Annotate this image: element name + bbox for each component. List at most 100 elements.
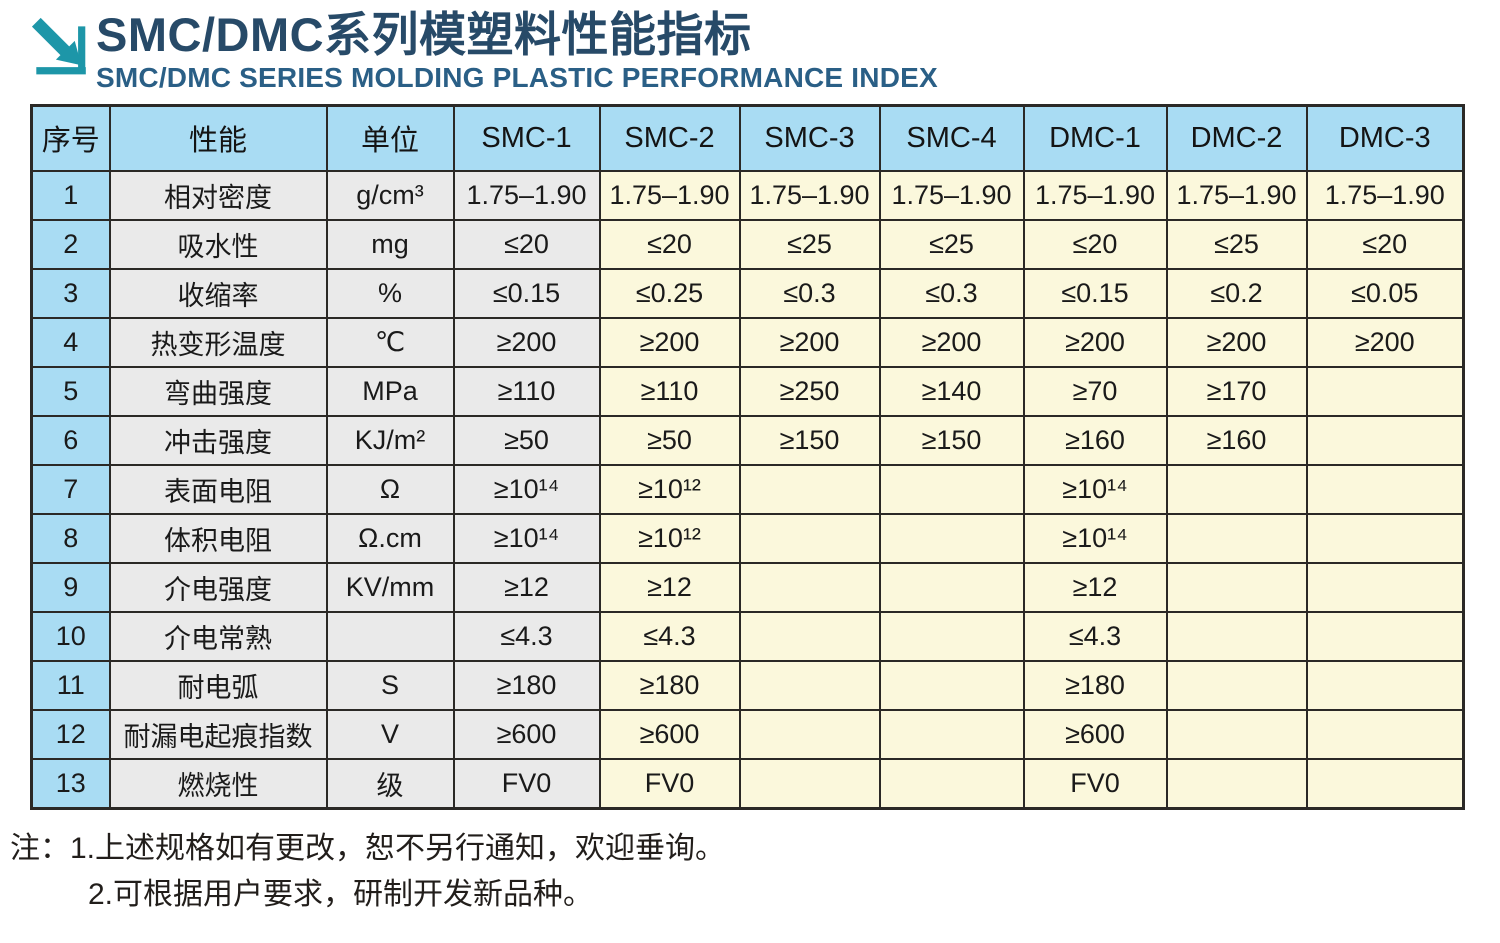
table-cell: ≥180 [1022,659,1168,711]
table-cell: 1.75–1.90 [1022,169,1168,221]
table-row: 6 冲击强度 KJ/m² ≥50 ≥50 ≥150 ≥150 ≥160 ≥160 [30,414,1465,466]
table-cell [878,512,1025,564]
table-cell: ≥170 [1165,365,1308,417]
table-cell [1165,757,1308,810]
column-header: 单位 [325,104,455,172]
row-index-cell: 9 [30,561,111,613]
page-subtitle: SMC/DMC SERIES MOLDING PLASTIC PERFORMAN… [96,62,938,94]
column-header: DMC-3 [1305,104,1465,172]
table-cell: ≥160 [1165,414,1308,466]
table-cell: 弯曲强度 [108,365,328,417]
table-cell: ≥50 [598,414,741,466]
table-row: 9 介电强度 KV/mm ≥12 ≥12 ≥12 [30,561,1465,613]
table-cell: ≤20 [452,218,601,270]
table-cell [738,610,881,662]
note-line-1: 注：1.上述规格如有更改，恕不另行通知，欢迎垂询。 [10,831,726,865]
table-cell: ≥10¹⁴ [452,463,601,515]
row-index-cell: 13 [30,757,111,810]
table-cell: 耐漏电起痕指数 [108,708,328,760]
table-cell [738,659,881,711]
table-cell: Ω [325,463,455,515]
table-row: 3 收缩率% ≤0.15 ≤0.25 ≤0.3 ≤0.3 ≤0.15 ≤0.2 ≤0.05 [30,267,1465,319]
table-cell: 介电常熟 [108,610,328,662]
table-row: 4 热变形温度 ℃ ≥200 ≥200 ≥200 ≥200 ≥200 ≥200 ≥200 [30,316,1465,368]
table-cell: ≥10¹⁴ [1022,512,1168,564]
row-index-cell: 5 [30,365,111,417]
table-cell [1165,561,1308,613]
table-cell [325,610,455,662]
table-cell: ≤0.2 [1165,267,1308,319]
table-cell: ≥140 [878,365,1025,417]
table-row: 11 耐电弧 S ≥180 ≥180 ≥180 [30,659,1465,711]
table-cell: ≥12 [1022,561,1168,613]
table-cell: ≥10¹⁴ [452,512,601,564]
table-cell [1305,659,1465,711]
row-index-cell: 10 [30,610,111,662]
table-cell: ≥200 [1305,316,1465,368]
table-cell: ≤20 [1305,218,1465,270]
table-row: 13 燃烧性级 FV0 FV0 FV0 [30,757,1465,810]
table-cell: 1.75–1.90 [452,169,601,221]
row-index-cell: 6 [30,414,111,466]
row-index-cell: 12 [30,708,111,760]
table-cell [1305,708,1465,760]
table-cell [878,757,1025,810]
table-cell: ≥200 [1022,316,1168,368]
column-header: 序号 [30,104,111,172]
page-title: SMC/DMC系列模塑料性能指标 [96,8,752,61]
row-index-cell: 7 [30,463,111,515]
table-row: 5 弯曲强度 MPa ≥110 ≥110 ≥250 ≥140 ≥70 ≥170 [30,365,1465,417]
table-cell: ≥110 [452,365,601,417]
table-cell [878,659,1025,711]
table-cell: mg [325,218,455,270]
row-index-cell: 2 [30,218,111,270]
table-cell: ≤0.05 [1305,267,1465,319]
table-cell: ℃ [325,316,455,368]
table-cell [738,757,881,810]
table-cell: ≥50 [452,414,601,466]
footer-notes: 注：1.上述规格如有更改，恕不另行通知，欢迎垂询。 2.可根据用户要求，研制开发… [10,826,1500,919]
table-cell: ≥12 [452,561,601,613]
table-cell: 表面电阻 [108,463,328,515]
table-cell: ≥10¹² [598,463,741,515]
table-row: 12 耐漏电起痕指数 V ≥600 ≥600 ≥600 [30,708,1465,760]
table-cell: ≤4.3 [452,610,601,662]
table-cell [1165,708,1308,760]
table-cell [1165,659,1308,711]
table-cell: ≥12 [598,561,741,613]
table-cell: ≥200 [598,316,741,368]
table-cell: ≤25 [878,218,1025,270]
table-cell: ≥10¹⁴ [1022,463,1168,515]
performance-table: 序号 性能 单位 SMC-1 SMC-2 SMC-3 SMC-4 DMC-1 DMC-2 DMC-… [30,103,1465,810]
page-header: SMC/DMC系列模塑料性能指标 SMC/DMC SERIES MOLDING … [0,0,1500,95]
table-cell [878,610,1025,662]
table-cell: ≥180 [598,659,741,711]
table-cell: % [325,267,455,319]
table-cell: FV0 [598,757,741,810]
row-index-cell: 8 [30,512,111,564]
table-cell: ≥160 [1022,414,1168,466]
table-cell: ≥150 [738,414,881,466]
table-cell: ≥110 [598,365,741,417]
table-cell: KV/mm [325,561,455,613]
table-cell: ≤0.25 [598,267,741,319]
title-block: SMC/DMC系列模塑料性能指标 SMC/DMC SERIES MOLDING … [96,10,938,95]
table-cell: g/cm³ [325,169,455,221]
table-wrapper: 序号 性能 单位 SMC-1 SMC-2 SMC-3 SMC-4 DMC-1 DMC-2 DMC-… [30,103,1500,810]
table-row: 7 表面电阻 Ω ≥10¹⁴ ≥10¹² ≥10¹⁴ [30,463,1465,515]
table-cell: 耐电弧 [108,659,328,711]
table-cell: ≤4.3 [1022,610,1168,662]
table-cell [1165,512,1308,564]
column-header: SMC-4 [878,104,1025,172]
table-cell: 燃烧性 [108,757,328,810]
table-cell: ≥250 [738,365,881,417]
table-cell: ≥200 [878,316,1025,368]
table-cell: ≥150 [878,414,1025,466]
arrow-down-right-icon [26,14,92,80]
table-cell: FV0 [1022,757,1168,810]
table-cell [1305,414,1465,466]
table-cell [738,708,881,760]
row-index-cell: 4 [30,316,111,368]
table-cell: 体积电阻 [108,512,328,564]
table-row: 2 吸水性 mg ≤20 ≤20 ≤25 ≤25 ≤20 ≤25 ≤20 [30,218,1465,270]
